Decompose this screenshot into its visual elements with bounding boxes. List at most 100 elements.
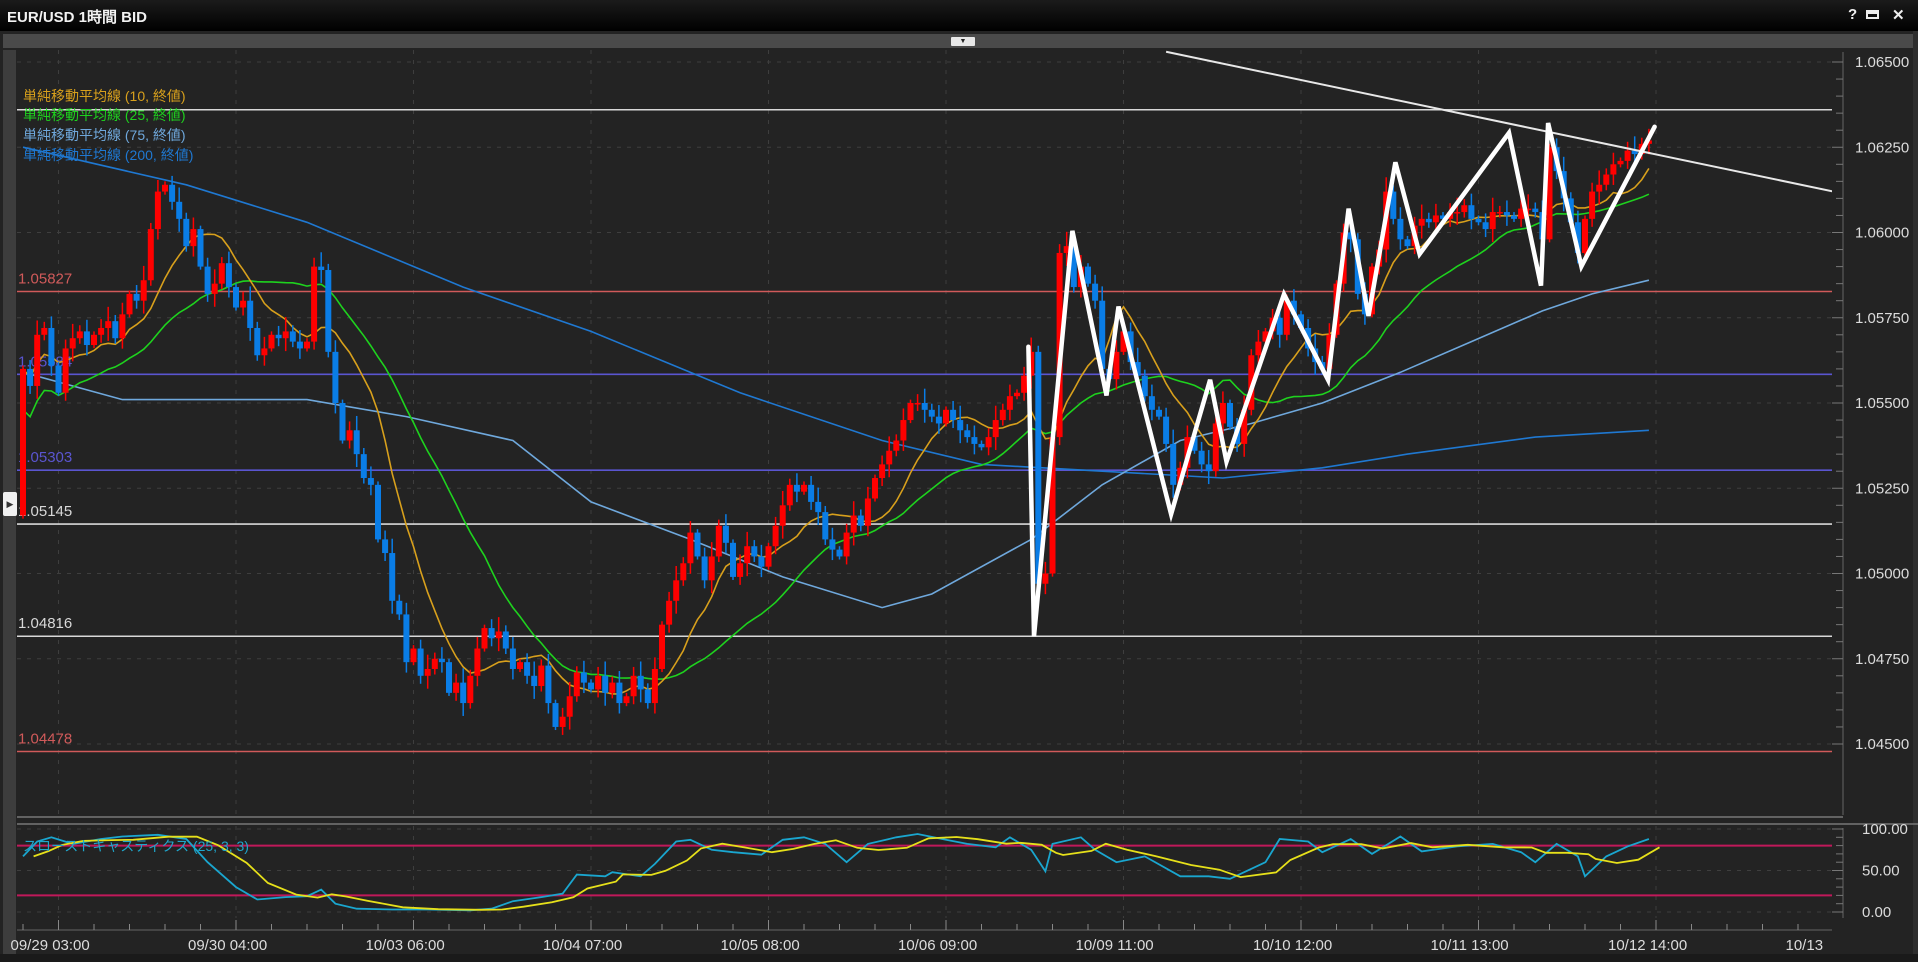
candle: [1212, 417, 1219, 477]
stoch-tick-label: 100.00: [1862, 821, 1908, 838]
candle-body: [211, 283, 218, 294]
candle: [1475, 215, 1482, 226]
candle: [211, 269, 218, 307]
candle: [999, 403, 1006, 426]
moving-averages: [22, 146, 1650, 695]
candle-body: [147, 229, 154, 281]
candle: [346, 421, 353, 449]
candle-body: [943, 409, 949, 424]
candle: [900, 408, 907, 451]
price-tick-label: 1.04750: [1855, 651, 1909, 668]
maximize-icon[interactable]: [1866, 10, 1879, 19]
candle: [1624, 141, 1631, 169]
candle: [559, 707, 566, 735]
candle-body: [311, 266, 318, 342]
candle: [843, 523, 850, 565]
axes: 1.06500 1.06250 1.06000 1.05750 1.05500 1.052…: [11, 52, 1918, 954]
candle-body: [438, 658, 445, 663]
candle-body: [1390, 191, 1397, 219]
candle: [531, 661, 538, 699]
candle-body: [673, 580, 680, 601]
candle: [538, 659, 545, 692]
candle-body: [907, 403, 914, 421]
candle: [1290, 289, 1297, 325]
candle: [119, 302, 126, 349]
candle: [744, 531, 751, 577]
candle-body: [1085, 266, 1091, 284]
candle: [666, 591, 673, 633]
candle: [1170, 429, 1177, 498]
candle-body: [1070, 246, 1077, 288]
candle-body: [20, 368, 26, 516]
candle: [332, 340, 339, 414]
candle-body: [382, 539, 389, 554]
candle: [1482, 213, 1489, 238]
candle: [311, 257, 318, 350]
candle-body: [268, 334, 275, 349]
candle-body: [126, 293, 133, 315]
candle-body: [1283, 300, 1290, 335]
candle-body: [566, 696, 573, 717]
candle: [964, 424, 971, 443]
candle: [751, 540, 758, 562]
candle: [140, 265, 147, 314]
candle-body: [325, 270, 332, 352]
candle-body: [623, 696, 630, 704]
expand-arrow-icon[interactable]: ▶: [3, 492, 17, 516]
candle-body: [183, 218, 190, 247]
candle: [183, 212, 190, 252]
time-tick-label: 10/12 14:00: [1608, 937, 1687, 954]
bottom-scrollbar[interactable]: [0, 954, 1918, 962]
candle: [1418, 204, 1425, 239]
candle: [403, 602, 410, 673]
candle: [573, 666, 580, 702]
time-tick-label: 09/30 04:00: [188, 937, 267, 954]
candle: [438, 647, 445, 673]
candle: [218, 257, 225, 290]
candle-body: [119, 314, 126, 339]
candle: [1461, 199, 1468, 218]
candle: [1546, 143, 1553, 243]
legend-label: 単純移動平均線 (200, 終値): [23, 147, 194, 163]
candle-body: [1006, 396, 1013, 410]
candle: [935, 405, 942, 434]
candle-body: [950, 409, 957, 421]
candle: [27, 360, 34, 394]
candle-body: [815, 501, 822, 513]
candle: [580, 660, 587, 694]
stoch-d-line: [33, 835, 1660, 911]
candle: [893, 434, 900, 457]
price-level-label: 1.05145: [18, 503, 72, 520]
candle-body: [808, 484, 815, 502]
stochastic-panel: [17, 833, 1832, 912]
candle: [154, 179, 161, 240]
candle: [722, 514, 729, 554]
candle: [659, 621, 665, 673]
candle: [240, 291, 247, 316]
stoch-lines: [22, 833, 1660, 912]
price-tick-label: 1.05000: [1855, 566, 1909, 583]
candle-body: [453, 682, 460, 693]
close-icon[interactable]: ✕: [1892, 7, 1905, 24]
candle: [730, 539, 736, 580]
candle-body: [140, 280, 147, 301]
legend-ma75: 単純移動平均線 (75, 終値): [23, 125, 186, 145]
candle: [304, 338, 310, 352]
candle: [715, 519, 722, 562]
candle-body: [1021, 375, 1028, 393]
candle: [339, 399, 346, 444]
candle-body: [169, 184, 176, 202]
help-icon[interactable]: ?: [1848, 6, 1858, 23]
candle-body: [822, 512, 829, 540]
price-tick-label: 1.04500: [1855, 736, 1909, 753]
candle-body: [957, 420, 964, 431]
candle: [1042, 561, 1049, 595]
candle-body: [779, 505, 786, 526]
candle-body: [1440, 215, 1446, 219]
drawings[interactable]: [1026, 50, 1833, 637]
candle-body: [48, 327, 55, 366]
candle: [1518, 199, 1525, 227]
candle: [566, 681, 573, 730]
collapse-arrow-icon[interactable]: ▼: [951, 37, 975, 46]
